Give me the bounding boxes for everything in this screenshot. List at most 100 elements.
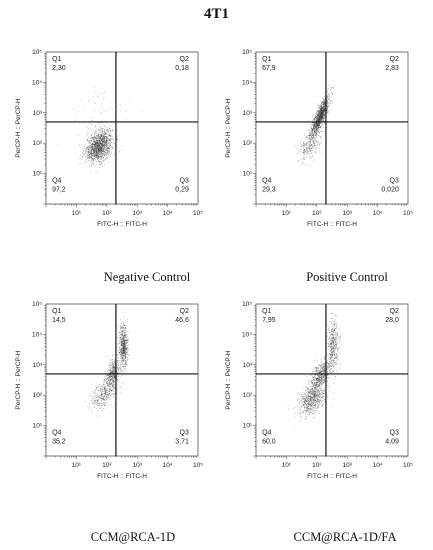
event-point bbox=[90, 144, 92, 145]
event-point bbox=[93, 141, 95, 142]
event-point bbox=[99, 146, 101, 147]
event-point bbox=[324, 105, 325, 107]
event-point bbox=[324, 103, 326, 105]
event-point bbox=[105, 141, 107, 143]
event-point bbox=[126, 343, 127, 344]
event-point bbox=[94, 154, 96, 156]
event-point bbox=[305, 164, 306, 166]
event-point bbox=[318, 129, 319, 131]
event-point bbox=[123, 345, 124, 346]
event-point bbox=[321, 117, 323, 119]
event-point bbox=[88, 128, 89, 130]
event-point bbox=[312, 124, 313, 126]
event-point bbox=[312, 119, 314, 121]
event-point bbox=[121, 361, 123, 363]
event-point bbox=[127, 340, 129, 342]
event-point bbox=[120, 348, 122, 350]
event-point bbox=[306, 142, 308, 144]
event-point bbox=[119, 352, 120, 353]
event-point bbox=[112, 376, 114, 377]
event-point bbox=[315, 131, 317, 133]
event-point bbox=[319, 132, 321, 134]
event-point bbox=[312, 122, 314, 124]
event-point bbox=[97, 154, 98, 156]
event-point bbox=[98, 149, 100, 150]
event-point bbox=[100, 397, 101, 399]
event-point bbox=[97, 136, 99, 137]
event-point bbox=[87, 126, 88, 128]
event-point bbox=[120, 363, 121, 365]
event-point bbox=[124, 344, 126, 346]
event-point bbox=[102, 386, 104, 388]
event-point bbox=[120, 361, 122, 362]
event-point bbox=[99, 138, 100, 139]
event-point bbox=[107, 129, 109, 131]
event-point bbox=[100, 395, 102, 396]
event-point bbox=[86, 147, 88, 149]
event-point bbox=[299, 150, 301, 152]
event-point bbox=[314, 134, 316, 136]
event-point bbox=[105, 136, 107, 137]
event-point bbox=[109, 393, 110, 395]
event-point bbox=[101, 394, 103, 396]
event-point bbox=[323, 108, 325, 110]
event-point bbox=[104, 133, 105, 135]
event-point bbox=[97, 153, 99, 155]
event-point bbox=[107, 372, 109, 374]
event-point bbox=[95, 400, 97, 402]
event-point bbox=[308, 137, 310, 139]
event-point bbox=[95, 141, 96, 143]
event-point bbox=[107, 131, 109, 133]
event-point bbox=[124, 368, 125, 370]
event-point bbox=[122, 345, 124, 347]
event-point bbox=[306, 147, 308, 148]
event-point bbox=[110, 378, 111, 380]
event-point bbox=[318, 106, 320, 108]
event-point bbox=[317, 122, 319, 124]
event-point bbox=[101, 403, 102, 405]
event-points bbox=[58, 86, 142, 173]
event-point bbox=[312, 132, 313, 134]
event-point bbox=[309, 138, 311, 140]
event-point bbox=[102, 142, 104, 144]
event-point bbox=[321, 109, 323, 111]
event-point bbox=[97, 401, 99, 403]
event-point bbox=[112, 355, 114, 357]
event-point bbox=[124, 357, 126, 359]
event-point bbox=[326, 96, 328, 98]
event-point bbox=[112, 366, 113, 368]
event-point bbox=[95, 145, 96, 147]
event-point bbox=[109, 370, 111, 372]
event-point bbox=[101, 126, 102, 127]
event-point bbox=[80, 159, 82, 160]
event-point bbox=[96, 146, 98, 148]
event-point bbox=[324, 117, 325, 119]
event-point bbox=[323, 113, 325, 115]
event-point bbox=[97, 400, 98, 402]
event-point bbox=[303, 151, 305, 153]
event-point bbox=[97, 150, 98, 152]
event-point bbox=[93, 158, 95, 159]
event-point bbox=[105, 375, 107, 377]
event-point bbox=[96, 142, 98, 143]
event-point bbox=[103, 404, 105, 405]
event-point bbox=[108, 391, 110, 392]
event-point bbox=[105, 374, 107, 376]
event-point bbox=[95, 147, 97, 149]
event-point bbox=[317, 125, 319, 126]
event-point bbox=[312, 146, 313, 148]
event-point bbox=[102, 394, 104, 396]
event-point bbox=[99, 138, 101, 140]
event-point bbox=[94, 149, 95, 150]
event-point bbox=[101, 158, 103, 160]
event-point bbox=[114, 365, 116, 367]
event-point bbox=[85, 151, 87, 153]
event-point bbox=[327, 104, 328, 105]
event-point bbox=[320, 125, 321, 127]
event-point bbox=[109, 362, 111, 363]
event-point bbox=[127, 318, 128, 320]
event-point bbox=[98, 144, 100, 146]
event-point bbox=[323, 101, 325, 102]
event-point bbox=[109, 152, 110, 154]
event-point bbox=[320, 110, 322, 111]
